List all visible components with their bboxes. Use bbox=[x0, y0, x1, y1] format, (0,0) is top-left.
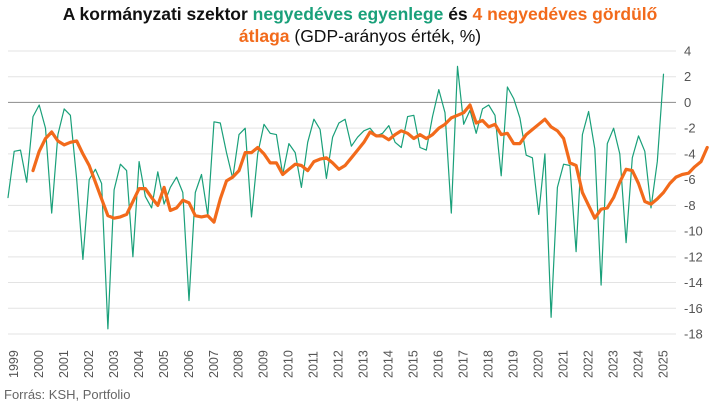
x-tick-label: 1999 bbox=[7, 350, 21, 378]
y-tick-label: -10 bbox=[684, 224, 703, 239]
x-tick-label: 2018 bbox=[481, 350, 495, 378]
x-tick-label: 2013 bbox=[357, 350, 371, 378]
y-tick-label: 0 bbox=[684, 95, 691, 110]
y-tick-label: -18 bbox=[684, 327, 703, 342]
x-tick-label: 2008 bbox=[232, 350, 246, 378]
x-tick-label: 2023 bbox=[606, 350, 620, 378]
x-tick-label: 2007 bbox=[207, 350, 221, 378]
series-lines bbox=[7, 65, 709, 330]
title-part-5: (GDP-arányos érték, %) bbox=[289, 26, 482, 46]
x-tick-label: 2012 bbox=[332, 350, 346, 378]
x-tick-label: 2002 bbox=[82, 350, 96, 378]
x-tick-label: 2021 bbox=[556, 350, 570, 378]
x-tick-label: 2005 bbox=[157, 350, 171, 378]
rolling-average-line bbox=[31, 103, 709, 224]
x-tick-label: 2024 bbox=[631, 350, 645, 378]
x-tick-label: 2019 bbox=[506, 350, 520, 378]
title-part-3: és bbox=[443, 4, 473, 24]
y-tick-label: 4 bbox=[684, 44, 691, 59]
x-tick-label: 2022 bbox=[581, 350, 595, 378]
title-part-orange: 4 negyedéves gördülő átlaga bbox=[238, 4, 658, 46]
x-tick-label: 2009 bbox=[257, 350, 271, 378]
title-part-green: negyedéves egyenlege bbox=[252, 4, 444, 24]
x-tick-label: 2020 bbox=[531, 350, 545, 378]
x-tick-label: 2015 bbox=[407, 350, 421, 378]
y-axis-ticks: 4 2 0 -2 -4 -6 -8 -10 -12 -14 -16 -18 bbox=[684, 44, 703, 342]
grid-lines bbox=[8, 50, 676, 335]
y-tick-label: -16 bbox=[684, 301, 703, 316]
y-tick-label: -12 bbox=[684, 249, 703, 264]
y-tick-label: -6 bbox=[684, 172, 696, 187]
y-tick-label: -8 bbox=[684, 198, 696, 213]
quarterly-balance-line bbox=[7, 65, 665, 330]
x-tick-label: 2001 bbox=[57, 350, 71, 378]
x-tick-label: 2006 bbox=[182, 350, 196, 378]
x-tick-label: 2011 bbox=[307, 351, 321, 378]
chart-title: A kormányzati szektor negyedéves egyenle… bbox=[60, 3, 660, 47]
x-axis-ticks: 1999 2000 2001 2002 2003 2004 2005 2006 2007 2008… bbox=[7, 350, 670, 378]
y-tick-label: -4 bbox=[684, 146, 696, 161]
y-tick-label: 2 bbox=[684, 69, 691, 84]
x-tick-label: 2004 bbox=[132, 350, 146, 378]
x-tick-label: 2017 bbox=[456, 350, 470, 378]
title-part-1: A kormányzati szektor bbox=[62, 4, 253, 24]
x-tick-label: 2016 bbox=[432, 350, 446, 378]
x-tick-label: 2000 bbox=[32, 350, 46, 378]
x-tick-label: 2003 bbox=[107, 350, 121, 378]
x-tick-label: 2010 bbox=[282, 350, 296, 378]
x-tick-label: 2025 bbox=[656, 350, 670, 378]
source-note: Forrás: KSH, Portfolio bbox=[4, 387, 131, 402]
y-tick-label: -14 bbox=[684, 275, 703, 290]
y-tick-label: -2 bbox=[684, 121, 696, 136]
x-tick-label: 2014 bbox=[382, 350, 396, 378]
